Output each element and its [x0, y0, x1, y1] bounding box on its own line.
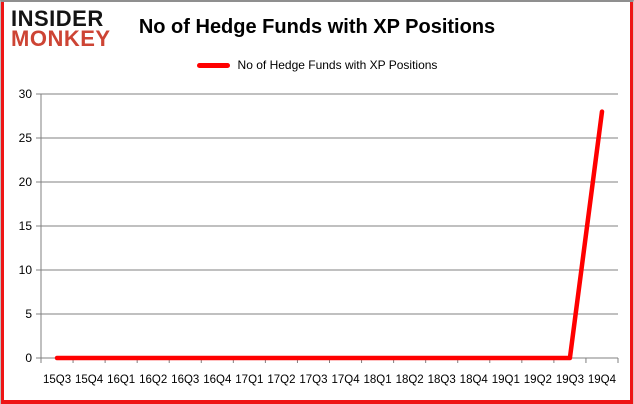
chart-title: No of Hedge Funds with XP Positions: [138, 16, 496, 38]
y-axis-label-0: 0: [25, 351, 32, 365]
x-axis-label-18Q4: 18Q4: [460, 374, 489, 386]
x-axis-label-17Q4: 17Q4: [331, 374, 360, 386]
x-axis-label-19Q2: 19Q2: [524, 374, 552, 386]
y-axis-label-30: 30: [19, 87, 33, 101]
x-axis-label-16Q4: 16Q4: [203, 374, 232, 386]
y-axis-label-15: 15: [19, 219, 33, 233]
logo-word-monkey: MONKEY: [11, 26, 111, 51]
y-axis-label-25: 25: [19, 131, 33, 145]
x-axis-label-18Q1: 18Q1: [364, 374, 392, 386]
x-axis-label-18Q3: 18Q3: [428, 374, 456, 386]
x-axis-label-18Q2: 18Q2: [396, 374, 424, 386]
x-axis-label-16Q3: 16Q3: [171, 374, 199, 386]
x-axis-label-17Q2: 17Q2: [267, 374, 295, 386]
x-axis-label-15Q3: 15Q3: [43, 374, 71, 386]
x-axis-label-19Q1: 19Q1: [492, 374, 520, 386]
x-axis-label-16Q2: 16Q2: [139, 374, 167, 386]
chart-legend: No of Hedge Funds with XP Positions: [1, 58, 633, 72]
series-line-no-of-hedge-funds-with-xp-positions: [54, 109, 605, 361]
x-axis-label-17Q3: 17Q3: [299, 374, 327, 386]
x-axis-label-19Q3: 19Q3: [556, 374, 584, 386]
x-axis-label-19Q4: 19Q4: [588, 374, 617, 386]
y-axis-label-20: 20: [19, 175, 33, 189]
y-axis-label-10: 10: [19, 263, 33, 277]
logo-word-insider: INSIDER: [11, 6, 104, 31]
x-axis-label-15Q4: 15Q4: [75, 374, 104, 386]
legend-line-swatch: [196, 62, 230, 68]
insider-monkey-logo: INSIDER MONKEY: [11, 6, 111, 51]
legend-label: No of Hedge Funds with XP Positions: [237, 58, 438, 72]
x-axis-label-16Q1: 16Q1: [107, 374, 135, 386]
y-axis-label-5: 5: [25, 307, 32, 321]
x-axis-label-17Q1: 17Q1: [235, 374, 263, 386]
